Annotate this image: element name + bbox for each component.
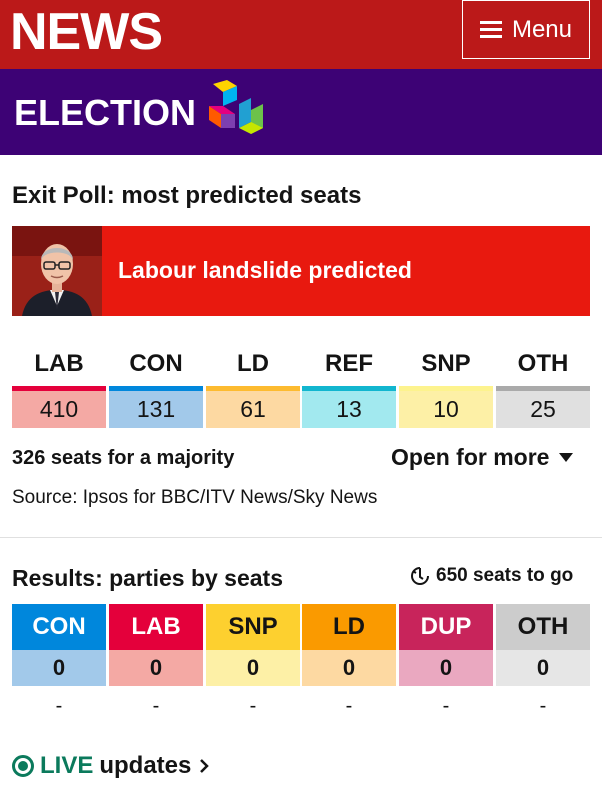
party-code[interactable]: SNP xyxy=(206,604,300,650)
predicted-seats: 410 xyxy=(12,386,106,428)
live-label: LIVE xyxy=(40,752,94,779)
election-24-logo-icon xyxy=(209,80,263,134)
seats-won: 0 xyxy=(12,650,106,686)
open-for-more-button[interactable]: Open for more xyxy=(391,444,574,470)
party-code: SNP xyxy=(421,350,471,377)
clock-icon xyxy=(411,567,429,585)
seats-won: 0 xyxy=(399,650,493,686)
predicted-seats: 25 xyxy=(496,386,590,428)
seats-to-go: 650 seats to go xyxy=(410,564,573,588)
majority-text: 326 seats for a majority xyxy=(12,447,235,469)
party-code[interactable]: CON xyxy=(12,604,106,650)
open-for-more-label: Open for more xyxy=(391,444,550,470)
seats-won: 0 xyxy=(206,650,300,686)
source-text: Source: Ipsos for BBC/ITV News/Sky News xyxy=(12,487,378,508)
exit-poll-headline: Labour landslide predicted xyxy=(118,257,412,283)
menu-label: Menu xyxy=(511,15,573,43)
seat-change: - xyxy=(249,695,257,717)
divider xyxy=(0,537,602,538)
election-banner[interactable]: ELECTION xyxy=(0,69,602,155)
party-code: OTH xyxy=(517,350,569,377)
predicted-seats: 13 xyxy=(302,386,396,428)
exit-poll-title: Exit Poll: most predicted seats xyxy=(12,182,362,209)
seat-change: - xyxy=(55,695,63,717)
predicted-seats: 10 xyxy=(399,386,493,428)
updates-label: updates xyxy=(99,752,192,779)
seat-change: - xyxy=(345,695,353,717)
predicted-seats: 131 xyxy=(109,386,203,428)
seats-won: 0 xyxy=(302,650,396,686)
seat-change: - xyxy=(539,695,547,717)
predicted-seats: 61 xyxy=(206,386,300,428)
caret-down-icon xyxy=(559,452,574,462)
hamburger-icon xyxy=(479,20,502,39)
results-title: Results: parties by seats xyxy=(12,565,284,591)
party-code: REF xyxy=(325,350,373,377)
party-code: LAB xyxy=(34,350,84,377)
menu-button[interactable]: Menu xyxy=(462,0,590,59)
live-icon xyxy=(12,755,34,777)
election-title: ELECTION xyxy=(14,92,197,133)
party-code[interactable]: LD xyxy=(302,604,396,650)
seats-won: 0 xyxy=(109,650,203,686)
seat-change: - xyxy=(442,695,450,717)
top-bar: NEWS Menu xyxy=(0,0,602,69)
news-logo[interactable]: NEWS xyxy=(10,3,163,61)
exit-poll-banner[interactable]: Labour landslide predicted xyxy=(12,226,590,316)
live-updates-link[interactable]: LIVE updates xyxy=(12,752,211,780)
seat-change: - xyxy=(152,695,160,717)
seats-to-go-label: 650 seats to go xyxy=(436,565,574,586)
candidate-portrait xyxy=(12,226,102,316)
chevron-right-icon xyxy=(200,759,210,773)
seats-won: 0 xyxy=(496,650,590,686)
party-code[interactable]: DUP xyxy=(399,604,493,650)
party-code[interactable]: OTH xyxy=(496,604,590,650)
party-code[interactable]: LAB xyxy=(109,604,203,650)
party-code: LD xyxy=(237,350,269,377)
party-code: CON xyxy=(129,350,183,377)
